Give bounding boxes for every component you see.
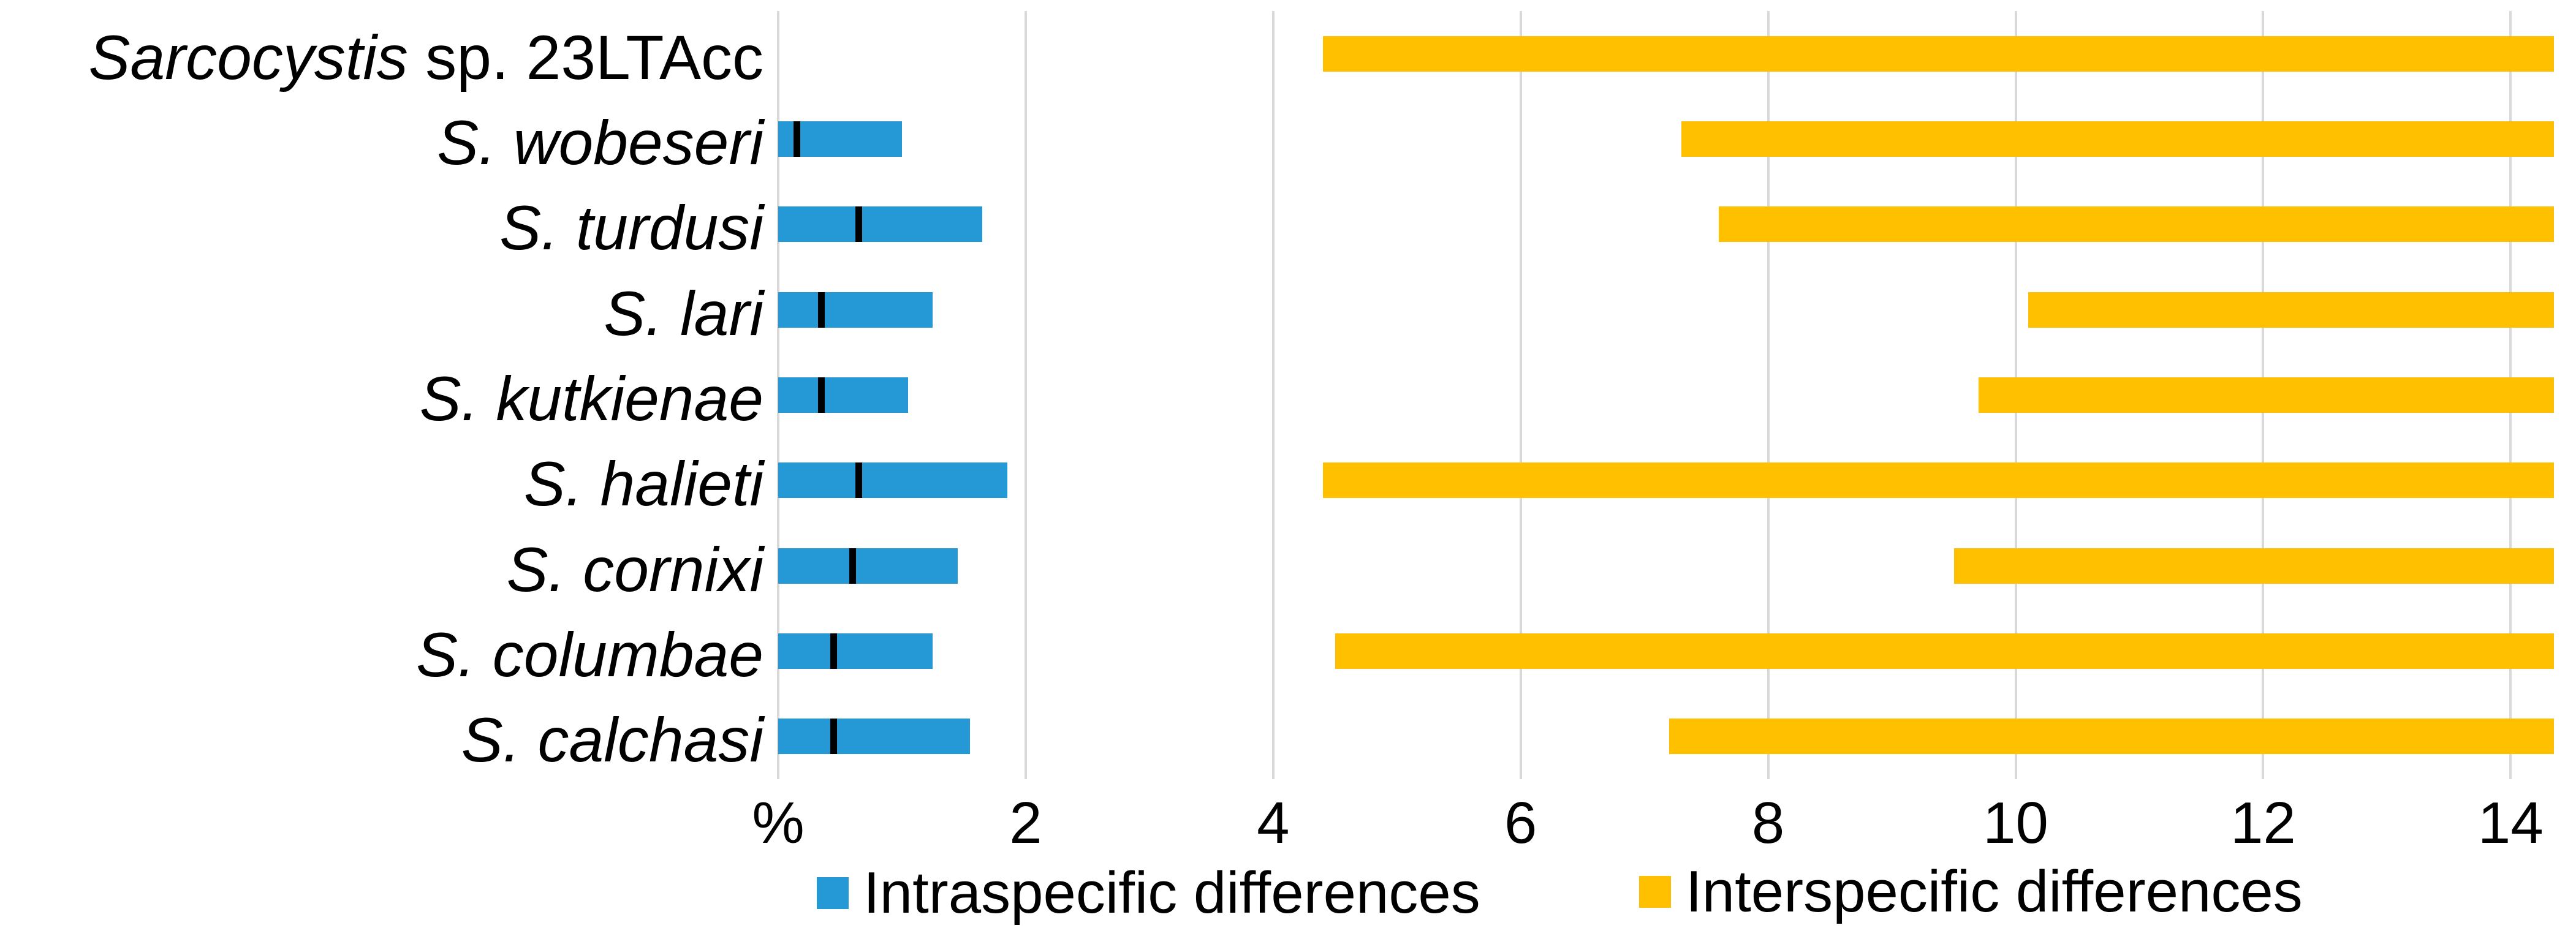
interspecific-bar xyxy=(1681,121,2554,157)
x-tick-label-14: 14 xyxy=(2477,790,2544,856)
x-tick-label-10: 10 xyxy=(1983,790,2048,856)
y-label-italic-part: S. calchasi xyxy=(461,705,763,775)
y-label-italic-part: S. halieti xyxy=(523,449,763,519)
intraspecific-mean-tick xyxy=(855,206,862,243)
x-tick-label-12: 12 xyxy=(2230,790,2296,856)
intraspecific-bar xyxy=(778,377,909,413)
y-label-italic-part: S. cornixi xyxy=(506,534,763,605)
y-label-italic-part: Sarcocystis xyxy=(88,22,408,92)
interspecific-bar xyxy=(1322,462,2554,499)
y-label-italic-part: S. columbae xyxy=(416,620,763,690)
gridline-x-8 xyxy=(1767,11,1770,779)
intraspecific-legend-label: Intraspecific differences xyxy=(863,860,1480,926)
intraspecific-mean-tick xyxy=(830,633,838,669)
y-axis-label: S. calchasi xyxy=(461,709,763,771)
intraspecific-bar xyxy=(778,633,933,669)
legend-item-intraspecific: Intraspecific differences xyxy=(817,861,1480,925)
y-label-italic-part: S. turdusi xyxy=(499,193,763,263)
y-axis-label: S. turdusi xyxy=(499,197,763,259)
y-axis-label: S. columbae xyxy=(416,624,763,686)
x-tick-label-4: 4 xyxy=(1257,790,1290,856)
gridline-x-6 xyxy=(1519,11,1522,779)
interspecific-bar xyxy=(1322,36,2554,72)
y-axis-label: S. cornixi xyxy=(507,538,763,601)
legend-item-interspecific: Interspecific differences xyxy=(1639,860,2303,924)
interspecific-legend-label: Interspecific differences xyxy=(1686,859,2303,924)
intraspecific-mean-tick xyxy=(793,121,800,157)
interspecific-bar xyxy=(2028,292,2554,328)
y-label-italic-part: S. kutkienae xyxy=(419,364,763,434)
plot-area xyxy=(777,11,2554,779)
y-axis-label: Sarcocystis sp. 23LTAcc xyxy=(88,26,763,89)
interspecific-legend-swatch xyxy=(1639,876,1671,908)
gridline-x-2 xyxy=(1024,11,1027,779)
x-tick-label-6: 6 xyxy=(1504,790,1537,856)
y-axis-label: S. kutkienae xyxy=(420,368,763,430)
gridline-x-4 xyxy=(1271,11,1275,779)
y-axis-label: S. wobeseri xyxy=(437,111,763,174)
intraspecific-mean-tick xyxy=(830,719,838,755)
intraspecific-mean-tick xyxy=(818,377,825,413)
y-label-regular-part: sp. 23LTAcc xyxy=(407,22,763,92)
interspecific-bar xyxy=(1953,548,2554,584)
x-tick-label-8: 8 xyxy=(1751,790,1785,856)
intraspecific-bar xyxy=(778,462,1007,499)
y-label-italic-part: S. wobeseri xyxy=(437,108,763,178)
intraspecific-bar xyxy=(778,206,983,243)
intraspecific-bar xyxy=(778,719,971,755)
intraspecific-mean-tick xyxy=(855,462,862,499)
interspecific-bar xyxy=(1718,206,2554,243)
intraspecific-bar xyxy=(778,548,958,584)
interspecific-bar xyxy=(1335,633,2554,669)
y-label-italic-part: S. lari xyxy=(604,278,763,349)
intraspecific-legend-swatch xyxy=(817,877,849,909)
intraspecific-mean-tick xyxy=(818,292,825,328)
y-axis-label: S. lari xyxy=(604,282,763,345)
interspecific-bar xyxy=(1669,719,2554,755)
intraspecific-mean-tick xyxy=(849,548,856,584)
y-axis-label: S. halieti xyxy=(524,453,763,515)
x-tick-label-%: % xyxy=(752,790,805,856)
x-tick-label-2: 2 xyxy=(1009,790,1042,856)
interspecific-bar xyxy=(1978,377,2554,413)
intraspecific-bar xyxy=(778,292,933,328)
